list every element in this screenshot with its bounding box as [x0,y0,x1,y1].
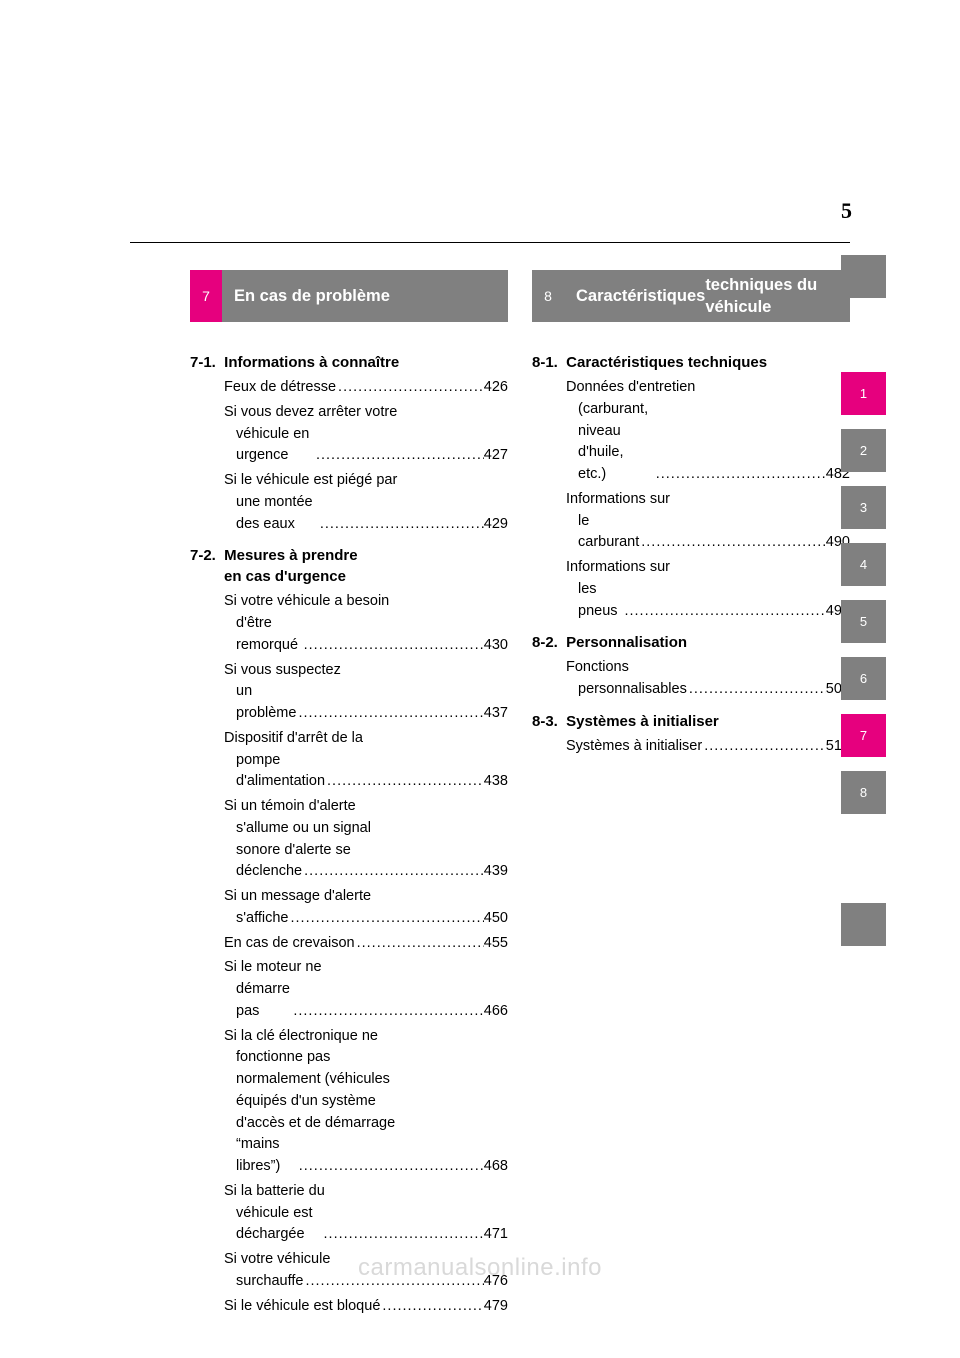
side-tab-2[interactable]: 2 [841,429,886,472]
left-column: 7 En cas de problème 7-1. Informations à… [190,270,508,1327]
side-tab-5[interactable]: 5 [841,600,886,643]
dot-leader: ........................................… [318,514,484,536]
toc-section-title: 7-2. Mesures à prendreen cas d'urgence [224,545,508,587]
toc-entry[interactable]: En cas de crevaison.....................… [224,933,508,955]
dot-leader: ........................................… [322,1224,484,1246]
toc-entry[interactable]: Si la clé électronique nefonctionne pasn… [224,1026,508,1178]
top-rule [130,242,850,243]
toc-entry[interactable]: Si la batterie duvéhicule est déchargée.… [224,1181,508,1246]
side-tab-7[interactable]: 7 [841,714,886,757]
dot-leader: ........................................… [702,736,826,758]
toc-entry[interactable]: Si le véhicule est piégé parune montée d… [224,470,508,535]
toc-entry[interactable]: Informations surle carburant............… [566,489,850,554]
dot-leader: ........................................… [291,1001,483,1023]
content-area: 7 En cas de problème 7-1. Informations à… [190,270,850,1327]
toc-section-title: 8-1. Caractéristiques techniques [566,352,850,373]
toc-entry-page: 429 [484,514,508,536]
section-7-header: 7 En cas de problème [190,270,508,322]
section-8-number: 8 [532,270,564,322]
toc-entry-page: 426 [484,377,508,399]
toc-entry-page: 450 [484,908,508,930]
toc-entry[interactable]: Fonctionspersonnalisables...............… [566,657,850,701]
toc-entry-page: 427 [484,445,508,467]
section-8-title: Caractéristiquestechniques du véhicule [564,270,850,322]
toc-entry-page: 466 [484,1001,508,1023]
toc-section-title: 7-1. Informations à connaître [224,352,508,373]
toc-entry-page: 438 [484,771,508,793]
toc-entry-text: Si le véhicule est bloqué [224,1296,380,1318]
toc-entry-page: 479 [484,1296,508,1318]
toc-entry[interactable]: Si le moteur nedémarre pas..............… [224,957,508,1022]
dot-leader: ........................................… [288,908,483,930]
side-tab-4[interactable]: 4 [841,543,886,586]
toc-section: 8-3. Systèmes à initialiser Systèmes à in… [532,711,850,758]
dot-leader: ........................................… [325,771,484,793]
dot-leader: ........................................… [302,635,484,657]
toc-entry-page: 437 [484,703,508,725]
side-tab-1[interactable]: 1 [841,372,886,415]
toc-entry-text: En cas de crevaison [224,933,355,955]
section-7-title: En cas de problème [222,270,508,322]
dot-leader: ........................................… [296,703,483,725]
toc-entry[interactable]: Si un message d'alertes'affiche.........… [224,886,508,930]
right-column: 8 Caractéristiquestechniques du véhicule… [532,270,850,1327]
toc-section-title: 8-2. Personnalisation [566,632,850,653]
toc-section: 8-2. Personnalisation Fonctionspersonnali… [532,632,850,701]
toc-entry[interactable]: Si le véhicule est bloqué...............… [224,1296,508,1318]
dot-leader: ........................................… [314,445,484,467]
dot-leader: ........................................… [336,377,484,399]
dot-leader: ........................................… [654,464,826,486]
dot-leader: ........................................… [380,1296,483,1318]
toc-entry[interactable]: Données d'entretien(carburant,niveau d'h… [566,377,850,486]
dot-leader: ........................................… [355,933,484,955]
dot-leader: ........................................… [302,861,484,883]
side-tab-6[interactable]: 6 [841,657,886,700]
watermark: carmanualsonline.info [0,1254,960,1282]
toc-entry[interactable]: Informations surles pneus...............… [566,557,850,622]
toc-section: 7-1. Informations à connaître Feux de dét… [190,352,508,535]
toc-entry[interactable]: Dispositif d'arrêt de lapompe d'alimenta… [224,728,508,793]
page-number: 5 [841,198,852,224]
toc-entry-text: Systèmes à initialiser [566,736,702,758]
toc-entry[interactable]: Feux de détresse........................… [224,377,508,399]
toc-section: 8-1. Caractéristiques techniques Données … [532,352,850,622]
toc-entry[interactable]: Si vous suspectezun problème............… [224,660,508,725]
toc-entry-page: 468 [484,1156,508,1178]
toc-entry[interactable]: Si votre véhicule a besoind'être remorqu… [224,591,508,656]
dot-leader: ........................................… [622,601,825,623]
toc-section: 7-2. Mesures à prendreen cas d'urgenceSi… [190,545,508,1317]
side-tab-8[interactable]: 8 [841,771,886,814]
left-toc: 7-1. Informations à connaître Feux de dét… [190,352,508,1317]
section-8-header: 8 Caractéristiquestechniques du véhicule [532,270,850,322]
toc-entry-page: 455 [484,933,508,955]
toc-entry-page: 471 [484,1224,508,1246]
toc-entry[interactable]: Si un témoin d'alertes'allume ou un sign… [224,796,508,883]
right-toc: 8-1. Caractéristiques techniques Données … [532,352,850,758]
side-tabs: 1 2 3 4 5 6 7 8 [841,372,886,828]
dot-leader: ........................................… [639,532,826,554]
toc-section-title: 8-3. Systèmes à initialiser [566,711,850,732]
toc-entry[interactable]: Si vous devez arrêter votrevéhicule en u… [224,402,508,467]
dot-leader: ........................................… [687,679,826,701]
toc-entry-page: 439 [484,861,508,883]
toc-entry-page: 430 [484,635,508,657]
side-block-bottom [841,903,886,946]
side-tab-3[interactable]: 3 [841,486,886,529]
dot-leader: ........................................… [297,1156,484,1178]
toc-entry[interactable]: Systèmes à initialiser..................… [566,736,850,758]
toc-entry-text: Feux de détresse [224,377,336,399]
section-7-number: 7 [190,270,222,322]
